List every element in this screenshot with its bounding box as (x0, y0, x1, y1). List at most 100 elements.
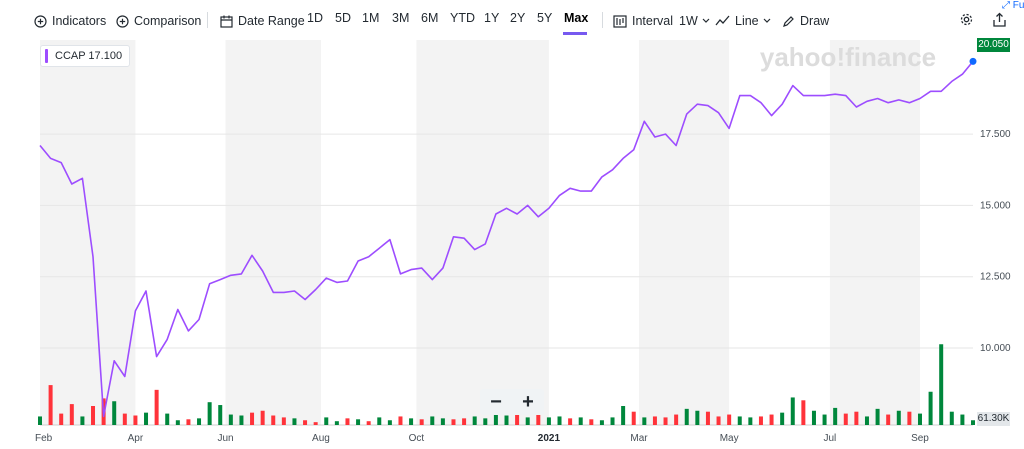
candle-icon (613, 14, 627, 28)
interval-label: Interval (632, 14, 673, 28)
expand-icon: ⤢ (1002, 0, 1010, 11)
month-band (225, 40, 321, 425)
volume-tag: 61.30K (977, 412, 1010, 426)
comparison-button[interactable]: Comparison (116, 11, 201, 31)
x-tick-label: Sep (911, 433, 929, 444)
zoom-in-button[interactable]: + (522, 390, 534, 413)
volume-bar (684, 408, 689, 425)
y-axis-ticks: 17.500 15.000 12.500 10.000 (980, 129, 1011, 354)
chart-toolbar: Indicators Comparison Date Range 1D 5D 1… (0, 0, 1024, 40)
volume-bar (38, 416, 42, 425)
fullscreen-link[interactable]: ⤢ Full sc (1002, 0, 1024, 11)
range-1m[interactable]: 1M (362, 11, 380, 25)
month-band (829, 40, 920, 425)
volume-bar (472, 416, 477, 425)
range-1y[interactable]: 1Y (484, 11, 500, 25)
date-range-label: Date Range (238, 14, 305, 28)
symbol-value: CCAP 17.100 (55, 50, 123, 62)
volume-bar (939, 344, 944, 425)
volume-bar (504, 415, 509, 425)
draw-button[interactable]: Draw (782, 11, 829, 31)
volume-bar (525, 417, 530, 425)
volume-bar (727, 414, 732, 425)
chart-type-button[interactable]: Line (715, 11, 771, 31)
y-tick-label: 17.500 (980, 129, 1011, 140)
volume-bar (875, 408, 880, 425)
volume-bar (69, 404, 74, 425)
volume-bar (440, 418, 445, 425)
range-1d[interactable]: 1D (307, 11, 323, 25)
zoom-controls: − + (480, 389, 544, 415)
interval-value: 1W (679, 14, 698, 28)
share-icon[interactable] (993, 12, 1006, 32)
volume-bar (451, 419, 456, 425)
volume-bar (536, 409, 541, 425)
volume-bar (91, 406, 96, 425)
volume-bar (197, 418, 202, 425)
range-max[interactable]: Max (564, 11, 589, 25)
zoom-out-button[interactable]: − (490, 390, 502, 413)
price-chart[interactable]: yahoo!finance 17.500 15.000 12.500 10.000 F… (0, 40, 1024, 449)
volume-bar (971, 420, 975, 425)
volume-bar (419, 419, 424, 425)
volume-bar (811, 410, 816, 425)
range-5d[interactable]: 5D (335, 11, 351, 25)
volume-bar (716, 416, 721, 425)
volume-bar (409, 418, 414, 425)
volume-bar (896, 410, 901, 425)
volume-bar (207, 402, 212, 425)
y-tick-label: 10.000 (980, 343, 1011, 354)
range-3m[interactable]: 3M (392, 11, 410, 25)
volume-bar (589, 419, 594, 425)
volume-bar (59, 413, 64, 425)
series-swatch (45, 49, 48, 63)
volume-bar (430, 416, 435, 425)
volume-bar (949, 411, 954, 425)
volume-bar (917, 413, 922, 425)
volume-bar (822, 414, 827, 425)
price-line-layer (39, 57, 977, 418)
interval-button[interactable]: Interval 1W (613, 11, 710, 31)
volume-bar (112, 401, 117, 425)
range-6m[interactable]: 6M (421, 11, 439, 25)
volume-bar (642, 417, 647, 425)
volume-bar (334, 421, 339, 425)
range-2y[interactable]: 2Y (510, 11, 526, 25)
volume-bar (801, 400, 806, 425)
toolbar-divider (207, 12, 208, 28)
volume-bar (674, 414, 679, 425)
volume-bar (228, 414, 233, 425)
draw-label: Draw (800, 14, 830, 28)
volume-bar (493, 413, 498, 425)
x-tick-label: Jul (823, 433, 836, 444)
volume-bar (790, 397, 795, 425)
gear-icon[interactable] (959, 12, 974, 32)
x-tick-label: Apr (128, 433, 144, 444)
volume-bar (292, 418, 297, 425)
volume-bar (186, 419, 191, 425)
x-tick-label: Oct (409, 433, 425, 444)
volume-bar (854, 411, 859, 425)
pencil-icon (782, 15, 795, 28)
chevron-down-icon (702, 18, 710, 24)
indicators-button[interactable]: Indicators (34, 11, 106, 31)
volume-bar (780, 412, 785, 425)
date-range-button[interactable]: Date Range (220, 11, 305, 31)
range-5y[interactable]: 5Y (537, 11, 553, 25)
price-line (39, 60, 974, 418)
volume-bar (748, 417, 753, 425)
volume-bar (833, 407, 838, 425)
volume-bar (907, 411, 912, 425)
volume-bar (652, 416, 657, 425)
volume-bar (377, 417, 382, 425)
volume-bar (271, 415, 276, 425)
x-axis-ticks: Feb Apr Jun Aug Oct 2021 Mar May Jul Sep (35, 433, 929, 444)
x-tick-label: May (720, 433, 739, 444)
volume-bar (557, 416, 562, 425)
chart-type-label: Line (735, 14, 759, 28)
symbol-legend[interactable]: CCAP 17.100 (40, 45, 131, 67)
range-ytd[interactable]: YTD (450, 11, 475, 25)
volume-bar (175, 420, 180, 425)
volume-bar (356, 419, 361, 425)
volume-bar (886, 414, 891, 425)
